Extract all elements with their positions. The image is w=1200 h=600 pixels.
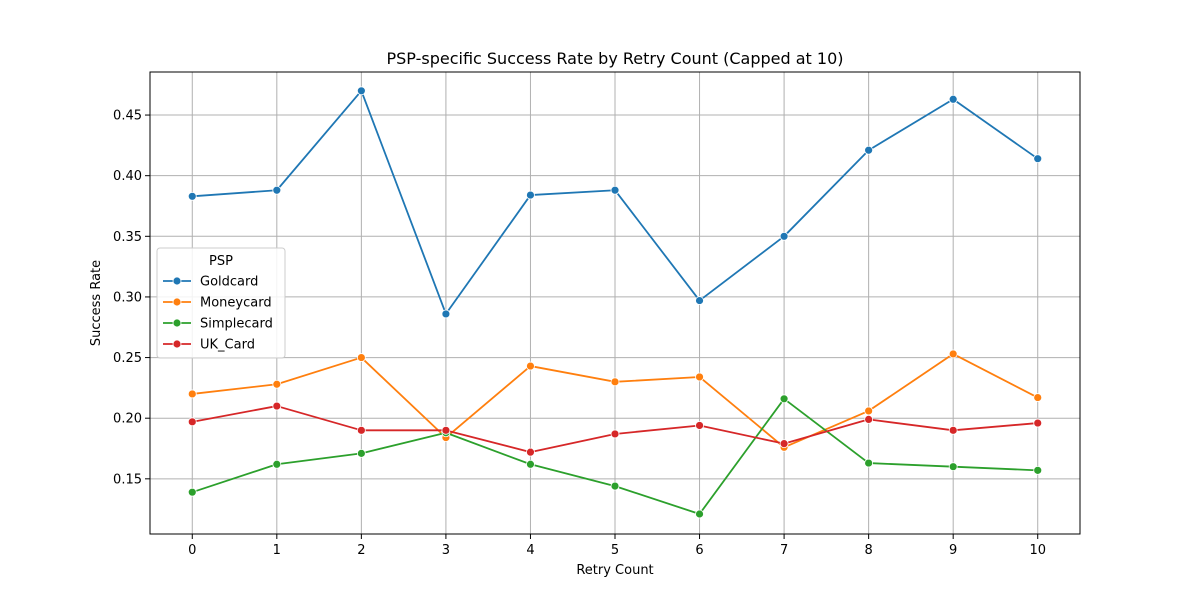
- data-point-moneycard: [526, 361, 535, 371]
- x-tick-label: 2: [357, 543, 365, 558]
- data-point-simplecard: [610, 481, 620, 491]
- y-axis-label: Success Rate: [89, 260, 104, 346]
- data-point-simplecard: [526, 459, 535, 469]
- data-point-simplecard: [272, 459, 282, 469]
- data-point-moneycard: [864, 406, 874, 416]
- data-point-goldcard: [356, 86, 366, 96]
- data-point-simplecard: [187, 487, 197, 497]
- x-tick-label: 1: [273, 543, 281, 558]
- x-tick-label: 5: [611, 543, 619, 558]
- y-axis: 0.15 0.20 0.25 0.30 0.35 0.40 0.45: [113, 109, 150, 487]
- data-point-moneycard: [610, 377, 620, 387]
- data-point-goldcard: [272, 185, 282, 195]
- data-point-uk-card: [272, 401, 282, 411]
- series-simplecard: [187, 394, 1043, 519]
- legend: PSP Goldcard Moneycard Simplecard UK_Card: [156, 247, 286, 359]
- data-point-goldcard: [779, 231, 789, 241]
- data-point-uk-card: [1033, 418, 1043, 428]
- data-point-goldcard: [610, 185, 620, 195]
- legend-entry-uk-card: UK_Card: [200, 338, 255, 353]
- x-tick-label: 0: [188, 543, 196, 558]
- series-uk-card: [187, 401, 1043, 457]
- data-point-goldcard: [695, 296, 704, 305]
- y-tick-label: 0.30: [113, 290, 142, 305]
- series-layer: [187, 86, 1043, 519]
- data-point-simplecard: [695, 509, 704, 519]
- data-point-simplecard: [356, 448, 366, 458]
- data-point-moneycard: [187, 389, 197, 399]
- chart-title: PSP-specific Success Rate by Retry Count…: [386, 49, 843, 68]
- data-point-uk-card: [526, 447, 535, 457]
- data-point-uk-card: [441, 425, 451, 435]
- data-point-goldcard: [1033, 154, 1043, 164]
- legend-box: [156, 247, 286, 359]
- data-point-uk-card: [864, 415, 874, 424]
- data-point-goldcard: [948, 94, 958, 104]
- data-point-moneycard: [695, 372, 704, 382]
- data-point-simplecard: [948, 462, 958, 472]
- data-point-moneycard: [948, 349, 958, 359]
- data-point-goldcard: [441, 309, 451, 319]
- x-axis-label: Retry Count: [576, 563, 653, 578]
- data-point-goldcard: [187, 191, 197, 201]
- x-tick-label: 10: [1029, 543, 1046, 558]
- data-point-uk-card: [187, 417, 197, 427]
- data-point-uk-card: [779, 439, 789, 449]
- data-point-goldcard: [526, 190, 535, 200]
- legend-entry-moneycard: Moneycard: [200, 296, 272, 311]
- x-tick-label: 6: [695, 543, 703, 558]
- legend-marker-simplecard: [172, 318, 182, 328]
- x-tick-label: 7: [780, 543, 788, 558]
- legend-entry-simplecard: Simplecard: [200, 317, 273, 332]
- data-point-simplecard: [779, 394, 789, 404]
- data-point-moneycard: [356, 353, 366, 362]
- y-tick-label: 0.35: [113, 230, 142, 245]
- data-point-simplecard: [864, 458, 874, 468]
- y-tick-label: 0.15: [113, 472, 142, 487]
- grid: [150, 72, 1080, 534]
- legend-marker-moneycard: [172, 297, 182, 307]
- series-moneycard: [187, 349, 1043, 452]
- data-point-simplecard: [1033, 465, 1043, 475]
- data-point-uk-card: [695, 421, 704, 430]
- data-point-uk-card: [356, 425, 366, 435]
- y-tick-label: 0.40: [113, 169, 142, 184]
- data-point-moneycard: [1033, 393, 1043, 402]
- legend-marker-uk-card: [172, 339, 182, 349]
- data-point-moneycard: [272, 379, 282, 389]
- data-point-uk-card: [948, 425, 958, 435]
- legend-entry-goldcard: Goldcard: [200, 275, 258, 290]
- x-tick-label: 3: [442, 543, 450, 558]
- x-tick-label: 8: [864, 543, 872, 558]
- x-axis: 0 1 2 3 4 5 6 7 8 9 10: [188, 534, 1046, 558]
- y-tick-label: 0.25: [113, 351, 142, 366]
- y-tick-label: 0.20: [113, 412, 142, 427]
- data-point-goldcard: [864, 145, 874, 155]
- legend-title: PSP: [209, 254, 233, 269]
- legend-marker-goldcard: [172, 276, 182, 286]
- x-tick-label: 9: [949, 543, 957, 558]
- series-goldcard: [187, 86, 1043, 319]
- data-point-uk-card: [610, 429, 620, 439]
- x-tick-label: 4: [526, 543, 534, 558]
- y-tick-label: 0.45: [113, 109, 142, 124]
